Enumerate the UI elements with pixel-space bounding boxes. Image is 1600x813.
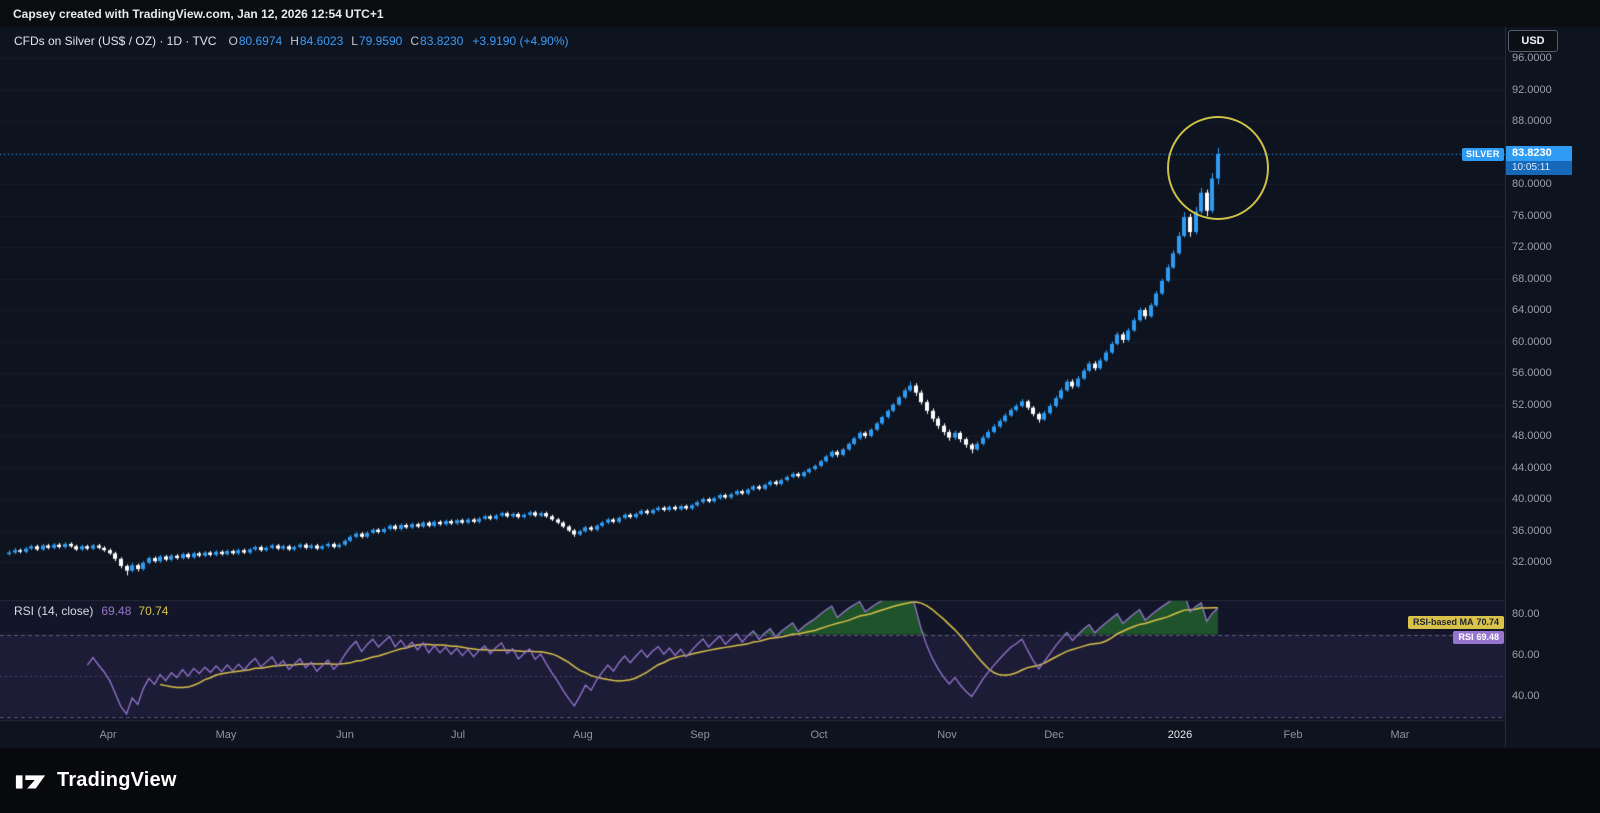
highlight-circle-annotation[interactable] (1167, 116, 1269, 220)
rsi-ma-chip: RSI-based MA 70.74 (1407, 616, 1504, 629)
high-label: H (290, 34, 299, 48)
rsi-chip-value: 69.48 (1476, 632, 1499, 642)
attribution-text: Capsey created with TradingView.com, Jan… (13, 6, 384, 21)
price-tick-label: 32.0000 (1512, 556, 1552, 568)
chart-canvas[interactable] (0, 27, 1505, 747)
price-tick-label: 64.0000 (1512, 304, 1552, 316)
time-tick-label: Jul (450, 729, 466, 741)
current-price-chip: 83.8230 (1506, 146, 1572, 161)
rsi-axis-chips: RSI-based MA 70.74 RSI 69.48 (1407, 616, 1504, 644)
rsi-value: 69.48 (101, 604, 132, 618)
time-tick-label: Nov (937, 729, 957, 741)
time-tick-label: Aug (573, 729, 593, 741)
price-tick-label: 76.0000 (1512, 209, 1552, 222)
rsi-ma-value: 70.74 (138, 604, 169, 618)
price-tick-label: 52.0000 (1512, 398, 1552, 411)
rsi-legend: RSI (14, close) 69.48 70.74 (14, 604, 168, 618)
price-axis[interactable]: 96.000092.000088.000084.000080.000076.00… (1506, 27, 1600, 720)
rsi-chip: RSI 69.48 (1453, 631, 1504, 644)
rsi-tick-label: 80.00 (1512, 608, 1540, 620)
time-tick-label: Dec (1044, 729, 1064, 741)
change-value: +3.9190 (+4.90%) (472, 34, 569, 48)
symbol-price-flag: SILVER (1462, 148, 1504, 161)
time-axis[interactable]: Apr May Jun Jul Aug Sep Oct Nov Dec 2026 Feb Mar (0, 721, 1505, 747)
tradingview-logo-icon[interactable] (14, 769, 48, 793)
rsi-tick-label: 60.00 (1512, 649, 1540, 661)
time-tick-label: Oct (810, 729, 828, 741)
price-tick-label: 36.0000 (1512, 524, 1552, 537)
time-tick-label: 2026 (1167, 729, 1193, 741)
price-tick-label: 60.0000 (1512, 335, 1552, 348)
price-tick-label: 56.0000 (1512, 367, 1552, 379)
tradingview-wordmark[interactable]: TradingView (57, 769, 177, 791)
attribution-bar: Capsey created with TradingView.com, Jan… (0, 0, 1600, 27)
low-value: 79.9590 (358, 34, 403, 48)
price-scale-divider (1505, 27, 1506, 747)
price-tick-label: 88.0000 (1512, 115, 1552, 127)
symbol-legend: CFDs on Silver (US$ / OZ) · 1D · TVC O80.… (14, 34, 569, 48)
price-tick-label: 68.0000 (1512, 272, 1552, 285)
close-value: 83.8230 (420, 34, 464, 48)
price-tick-label: 44.0000 (1512, 461, 1552, 474)
bar-countdown-chip: 10:05:11 (1506, 161, 1572, 175)
low-label: L (351, 34, 358, 48)
rsi-chip-label: RSI (1458, 632, 1474, 642)
time-tick-label: Sep (690, 729, 710, 741)
price-tick-label: 96.0000 (1512, 52, 1552, 64)
currency-toggle-button[interactable]: USD (1508, 30, 1558, 52)
time-tick-label: Feb (1283, 729, 1303, 741)
time-tick-label: Mar (1390, 729, 1410, 741)
rsi-ma-chip-label: RSI-based MA (1412, 617, 1474, 627)
high-value: 84.6023 (299, 34, 344, 48)
rsi-title[interactable]: RSI (14, close) (14, 604, 94, 618)
price-tick-label: 40.0000 (1512, 493, 1552, 505)
open-label: O (228, 34, 238, 48)
price-tick-label: 48.0000 (1512, 430, 1552, 442)
rsi-ma-chip-value: 70.74 (1476, 617, 1499, 627)
rsi-tick-label: 40.00 (1512, 690, 1540, 702)
time-tick-label: May (215, 729, 237, 741)
symbol-title[interactable]: CFDs on Silver (US$ / OZ) · 1D · TVC (14, 34, 217, 48)
open-value: 80.6974 (238, 34, 283, 48)
close-label: C (410, 34, 420, 48)
price-tick-label: 80.0000 (1512, 178, 1552, 190)
price-tick-label: 92.0000 (1512, 83, 1552, 96)
time-tick-label: Apr (99, 729, 117, 741)
chart-area: CFDs on Silver (US$ / OZ) · 1D · TVC O80.… (0, 27, 1600, 748)
time-tick-label: Jun (336, 729, 354, 741)
price-tick-label: 72.0000 (1512, 241, 1552, 253)
footer-bar: TradingView (0, 748, 1600, 813)
